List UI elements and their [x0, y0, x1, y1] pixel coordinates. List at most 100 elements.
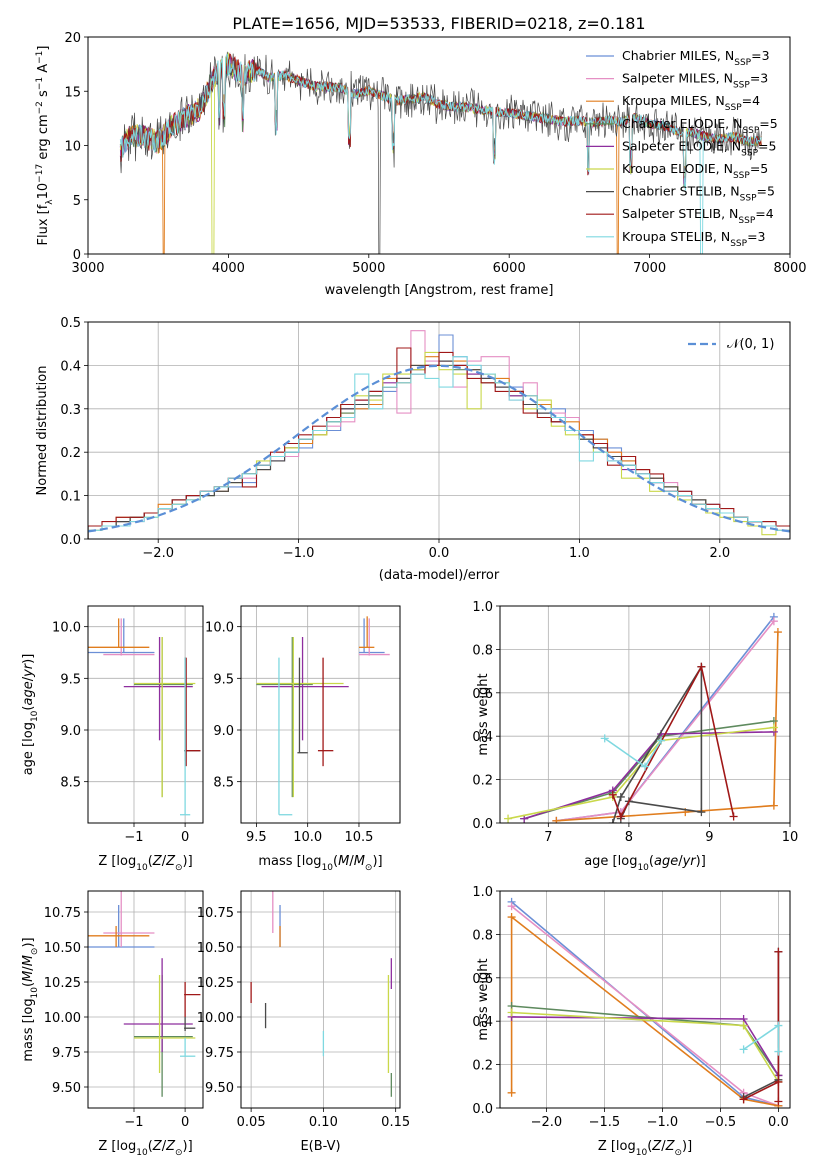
y-tick-label: 0.1	[60, 490, 81, 505]
x-tick-label: 9.5	[246, 830, 267, 845]
y-tick-label: 0.4	[472, 1015, 493, 1030]
y-tick-label: 9.50	[52, 1081, 81, 1096]
massweight-marker	[773, 628, 782, 637]
massweight-marker	[769, 723, 778, 732]
massweight-marker	[769, 801, 778, 810]
y-tick-label: 0.4	[60, 359, 81, 374]
y-tick-label: 10.75	[197, 906, 234, 921]
x-tick-label: 1.0	[569, 546, 590, 561]
x-tick-label: 0.10	[309, 1115, 338, 1130]
errorbar-plot	[88, 618, 201, 816]
massweight-marker	[729, 812, 738, 821]
massweight-line	[604, 737, 662, 768]
chart-residuals: −2.0 −1.0 0.0 1.0 2.0 0.0 0.1 0.2 0.3 0.4 0.5 𝒩(0, …	[35, 316, 791, 583]
massweight-marker	[616, 812, 625, 821]
y-tick-label: 0.0	[472, 1102, 493, 1117]
y-axis-label: age [log10(age/yr)]	[21, 654, 40, 776]
x-tick-label: 0.0	[768, 1115, 789, 1130]
axes-frame	[87, 890, 204, 1109]
x-tick-label: −1.0	[283, 546, 315, 561]
residual-plot	[88, 330, 790, 539]
y-tick-label: 10.25	[44, 976, 81, 991]
legend-label: Salpeter MILES, NSSP=3	[622, 71, 768, 91]
y-tick-label: 0.6	[472, 972, 493, 987]
chart-age-vs-z: −1 0 8.5 9.0 9.5 10.0 Z [log10(Z/Z⊙)] age [log1…	[21, 605, 204, 873]
y-tick-label: 10.50	[197, 941, 234, 956]
x-tick-label: −1.0	[647, 1115, 679, 1130]
y-tick-label: 0.8	[472, 643, 493, 658]
y-tick-label: 10.0	[205, 621, 234, 636]
y-tick-label: 10.00	[44, 1011, 81, 1026]
x-tick-label: 10	[782, 830, 799, 845]
massweight-line	[507, 726, 774, 820]
x-tick-label: 4000	[212, 261, 245, 276]
y-tick-label: 1.0	[472, 885, 493, 900]
x-tick-label: −1	[124, 830, 143, 845]
massweight-marker	[608, 819, 617, 823]
x-tick-label: 8000	[773, 261, 806, 276]
massweight-line	[511, 901, 779, 1107]
histogram-step	[88, 356, 790, 539]
massweight-marker	[697, 662, 706, 671]
normal-curve	[88, 364, 790, 533]
x-axis-label: E(B-V)	[300, 1139, 340, 1154]
massweight-marker	[507, 902, 516, 911]
massweight-line	[523, 731, 774, 820]
x-tick-label: 7000	[633, 261, 666, 276]
chart-age-vs-mass: 9.5 10.0 10.5 8.5 9.0 9.5 10.0 mass [log10(M/M⊙…	[205, 605, 401, 873]
x-tick-label: 0.0	[429, 546, 450, 561]
legend-label: Kroupa STELIB, NSSP=3	[622, 229, 766, 249]
massweight-line	[743, 951, 780, 1098]
legend-label: Kroupa ELODIE, NSSP=5	[622, 161, 768, 181]
y-tick-label: 0.6	[472, 687, 493, 702]
axes-frame	[87, 321, 791, 540]
massweight-line	[556, 616, 775, 822]
x-tick-label: 0	[181, 1115, 189, 1130]
y-tick-label: 10.25	[197, 976, 234, 991]
massweight-marker	[774, 1077, 783, 1086]
massweight-plot	[504, 612, 782, 823]
x-tick-label: 10.0	[293, 830, 322, 845]
massweight-marker	[657, 736, 666, 745]
massweight-marker	[739, 1045, 748, 1054]
x-tick-label: 0.15	[381, 1115, 410, 1130]
x-tick-label: 6000	[493, 261, 526, 276]
y-axis-label: mass weight	[476, 673, 491, 755]
massweight-line	[556, 631, 779, 822]
massweight-marker	[739, 1021, 748, 1030]
massweight-marker	[774, 1021, 783, 1030]
y-tick-label: 10.0	[52, 621, 81, 636]
massweight-plot	[507, 897, 783, 1108]
legend-label: Chabrier STELIB, NSSP=5	[622, 184, 775, 204]
x-axis-label: wavelength [Angstrom, rest frame]	[325, 283, 554, 298]
y-tick-label: 9.50	[205, 1081, 234, 1096]
chart-massweight-vs-z: −2.0 −1.5 −1.0 −0.5 0.0 0.0 0.2 0.4 0.6 0.8 1.0 Z […	[472, 885, 791, 1158]
legend-label: Chabrier ELODIE, NSSP=5	[622, 116, 778, 136]
errorbar-plot	[256, 616, 390, 816]
y-tick-label: 10.50	[44, 941, 81, 956]
figure-title: PLATE=1656, MJD=53533, FIBERID=0218, z=0…	[232, 14, 645, 33]
massweight-marker	[507, 1088, 516, 1097]
legend-label: Kroupa MILES, NSSP=4	[622, 93, 760, 113]
x-tick-label: 10.5	[344, 830, 373, 845]
axes-frame	[240, 605, 401, 824]
axes-frame	[499, 890, 791, 1109]
x-tick-label: 0.05	[237, 1115, 266, 1130]
y-axis-label: Flux [fλ10−17 erg cm−2 s−1 A−1]	[35, 46, 55, 246]
y-tick-label: 0.2	[472, 774, 493, 789]
x-tick-label: −2.0	[531, 1115, 563, 1130]
massweight-marker	[600, 734, 609, 743]
y-tick-label: 1.0	[472, 600, 493, 615]
massweight-line	[511, 1005, 780, 1076]
y-tick-label: 0	[73, 248, 81, 263]
axes-frame	[240, 890, 401, 1109]
massweight-line	[556, 620, 775, 822]
massweight-marker	[507, 913, 516, 922]
y-tick-label: 15	[64, 85, 81, 100]
errorbar-plot	[88, 891, 201, 1097]
chart-mass-vs-z: −1 0 9.50 9.75 10.00 10.25 10.50 10.75 Z [log10(…	[21, 890, 204, 1158]
x-axis-label: mass [log10(M/M⊙)]	[258, 854, 382, 873]
x-tick-label: −1	[124, 1115, 143, 1130]
x-tick-label: −0.5	[705, 1115, 737, 1130]
